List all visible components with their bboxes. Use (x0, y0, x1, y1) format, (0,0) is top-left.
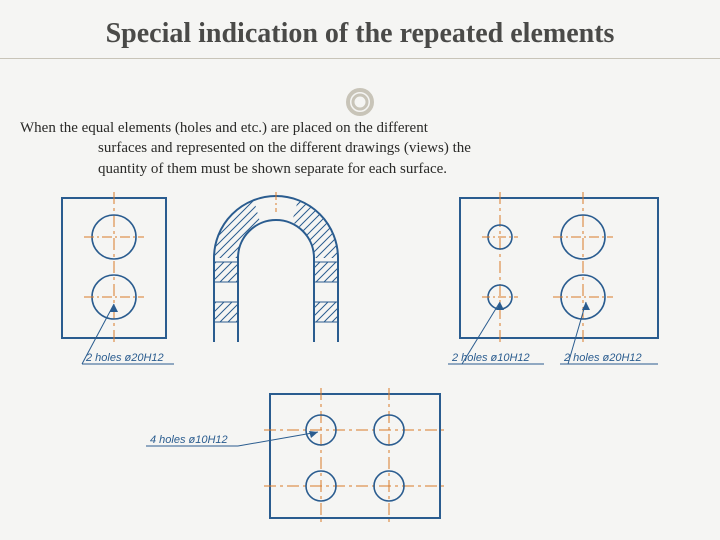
label-right-large: 2 holes ø20H12 (563, 352, 642, 364)
title-block: Special indication of the repeated eleme… (0, 0, 720, 59)
divider-ornament-icon (342, 84, 378, 120)
technical-drawing: 2 holes ø20H12 (38, 192, 682, 532)
label-left: 2 holes ø20H12 (85, 352, 164, 364)
arch-section (214, 192, 338, 342)
page-title: Special indication of the repeated eleme… (20, 18, 700, 50)
body-line-2: surfaces and represented on the differen… (20, 138, 700, 158)
label-right-small: 2 holes ø10H12 (451, 352, 530, 364)
right-panel: 2 holes ø10H12 2 holes ø20H12 (448, 192, 658, 364)
body-line-3: quantity of them must be shown separate … (20, 159, 700, 179)
left-panel: 2 holes ø20H12 (62, 192, 174, 364)
label-bottom: 4 holes ø10H12 (150, 434, 228, 446)
bottom-panel: 4 holes ø10H12 (146, 388, 446, 524)
body-line-1: When the equal elements (holes and etc.)… (20, 120, 428, 136)
body-paragraph: When the equal elements (holes and etc.)… (20, 118, 700, 179)
